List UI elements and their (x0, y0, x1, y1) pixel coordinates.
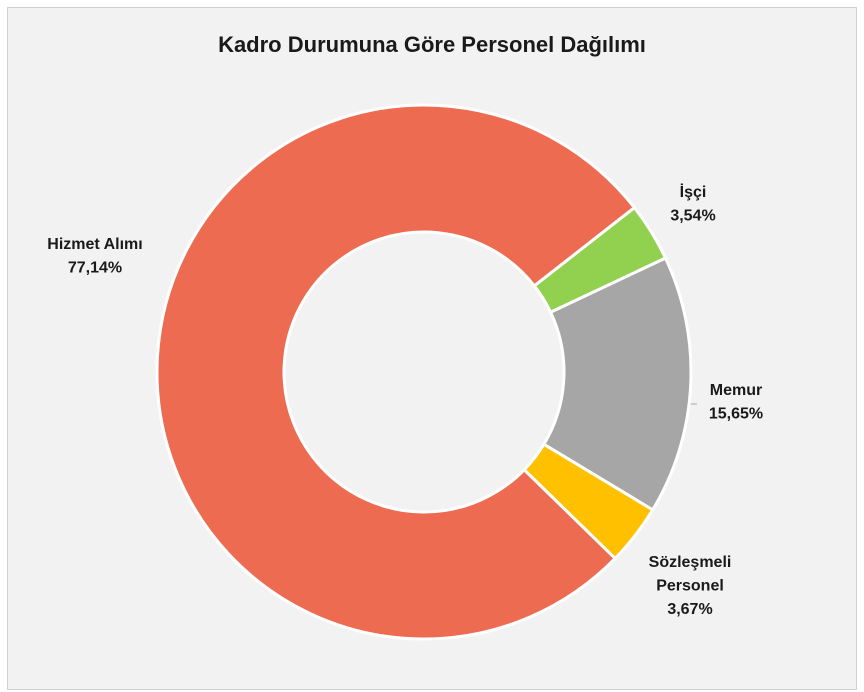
value-label: 3,67% (667, 601, 712, 618)
donut-slice (155, 103, 637, 641)
category-label: Hizmet Alımı (47, 236, 142, 253)
value-label: 77,14% (68, 260, 122, 277)
category-label: İşçi (680, 183, 707, 201)
value-label: 3,54% (670, 208, 715, 225)
donut-slice (541, 256, 693, 512)
category-label: Sözleşmeli Personel (649, 554, 732, 595)
category-label: Memur (710, 382, 762, 399)
value-label: 15,65% (709, 406, 763, 423)
chart-title: Kadro Durumuna Göre Personel Dağılımı (218, 32, 646, 57)
